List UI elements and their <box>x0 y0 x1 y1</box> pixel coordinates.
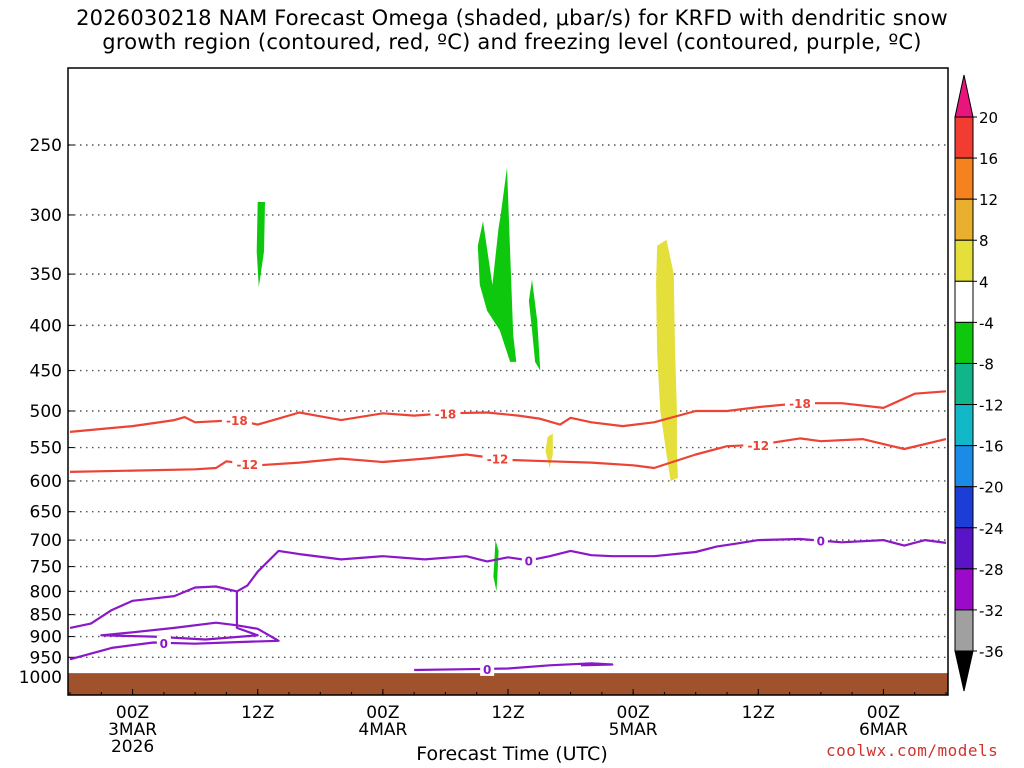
y-tick-label: 800 <box>30 582 62 602</box>
plot-background <box>68 68 948 695</box>
colorbar-label: -12 <box>979 397 1004 415</box>
x-tick-label: 6MAR <box>859 720 908 740</box>
y-tick-label: 750 <box>30 558 62 578</box>
colorbar-label: 20 <box>979 109 998 127</box>
contour-label: -12 <box>236 458 258 472</box>
x-tick-label: 00Z <box>617 703 650 723</box>
colorbar-segment <box>954 198 974 241</box>
colorbar-label: -16 <box>979 438 1004 456</box>
terrain-fill <box>68 673 948 695</box>
colorbar-segment <box>954 609 974 652</box>
contour-label-bg <box>232 456 263 471</box>
x-axis-title: Forecast Time (UTC) <box>416 743 608 765</box>
colorbar-segment <box>954 157 974 200</box>
y-tick-label: 350 <box>30 265 62 285</box>
contour-label-bg <box>430 406 461 421</box>
colorbar-label: -8 <box>979 355 994 373</box>
x-tick-label: 12Z <box>491 703 524 723</box>
y-tick-label: 450 <box>30 362 62 382</box>
y-tick-label: 1000 <box>19 668 62 688</box>
y-tick-label: 850 <box>30 606 62 626</box>
contour-label-bg <box>482 451 513 466</box>
x-tick-label: 00Z <box>867 703 900 723</box>
contour-label: 0 <box>483 663 491 677</box>
x-tick-label: 5MAR <box>609 720 658 740</box>
colorbar-segment <box>954 568 974 611</box>
colorbar-segment <box>954 362 974 406</box>
contour-lines: -18 -18 -18 -12 -12 -12 0 0 0 0 <box>69 390 947 677</box>
x-tick-label: 12Z <box>241 703 274 723</box>
y-axis-labels: 2503003504004505005506006507007508008509… <box>19 136 62 688</box>
colorbar-label: -4 <box>979 314 994 332</box>
contour-label-bg <box>813 533 828 548</box>
omega-region <box>656 239 678 481</box>
y-tick-label: 550 <box>30 439 62 459</box>
colorbar-label: 16 <box>979 150 998 168</box>
chart-title: 2026030218 NAM Forecast Omega (shaded, μ… <box>76 6 948 54</box>
contour-label: 0 <box>525 554 533 568</box>
contour-label: -18 <box>226 414 248 428</box>
colorbar-segment <box>954 527 974 570</box>
y-tick-label: 900 <box>30 628 62 648</box>
omega-region <box>256 202 265 288</box>
x-tick-label: 4MAR <box>358 720 407 740</box>
colorbar-segment <box>954 321 974 364</box>
x-tick-label: 12Z <box>742 703 775 723</box>
contour-label-bg <box>221 413 252 428</box>
plot-frame <box>67 67 949 696</box>
source-credit: coolwx.com/models <box>826 741 999 760</box>
colorbar-label: 8 <box>979 232 989 250</box>
omega-region <box>493 540 499 592</box>
y-tick-label: 600 <box>30 472 62 492</box>
colorbar-segment <box>954 445 974 488</box>
contour-line <box>69 437 947 473</box>
omega-shading <box>256 167 678 592</box>
omega-region <box>477 167 517 362</box>
x-tick-label: 00Z <box>366 703 399 723</box>
contour-line <box>69 585 280 661</box>
contour-label-bg <box>743 437 774 452</box>
colorbar-top-arrow <box>954 74 974 118</box>
terrain-layer <box>68 673 948 695</box>
contour-label: -12 <box>747 439 769 453</box>
y-tick-label: 300 <box>30 206 62 226</box>
colorbar-segment <box>954 280 974 323</box>
colorbar-bottom-arrow <box>954 650 974 692</box>
x-tick-label: 2026 <box>111 737 154 757</box>
y-tick-label: 650 <box>30 503 62 523</box>
omega-region <box>545 433 553 468</box>
colorbar-label: -20 <box>979 479 1004 497</box>
y-tick-label: 400 <box>30 316 62 336</box>
x-tick-label: 00Z <box>116 703 149 723</box>
colorbar-segment <box>954 404 974 447</box>
contour-label: -18 <box>789 397 811 411</box>
colorbar-segment <box>954 116 974 159</box>
contour-label: -12 <box>487 453 509 467</box>
colorbar-label: -36 <box>979 643 1004 661</box>
x-tick-label: 3MAR <box>108 720 157 740</box>
y-tick-label: 250 <box>30 136 62 156</box>
colorbar-label: 4 <box>979 273 989 291</box>
contour-label: 0 <box>160 637 168 651</box>
y-tick-label: 500 <box>30 402 62 422</box>
colorbar-label: -24 <box>979 520 1004 538</box>
contour-label-bg <box>521 553 536 568</box>
contour-label-bg <box>156 635 171 650</box>
colorbar: 20 16 12 8 4 -4 -8 -12 -16 -20 -24 -28 -32 -36 <box>954 74 1004 692</box>
y-tick-label: 700 <box>30 531 62 551</box>
colorbar-label: -28 <box>979 561 1004 579</box>
contour-label: 0 <box>817 535 825 549</box>
omega-region <box>528 279 541 371</box>
contour-line <box>414 662 614 672</box>
colorbar-label: 12 <box>979 191 998 209</box>
contour-label: -18 <box>435 407 457 421</box>
contour-label-bg <box>480 661 495 676</box>
colorbar-segment <box>954 486 974 529</box>
colorbar-segment <box>954 239 974 282</box>
colorbar-label: -32 <box>979 602 1004 620</box>
y-tick-label: 950 <box>30 648 62 668</box>
contour-label-bg <box>785 396 815 411</box>
